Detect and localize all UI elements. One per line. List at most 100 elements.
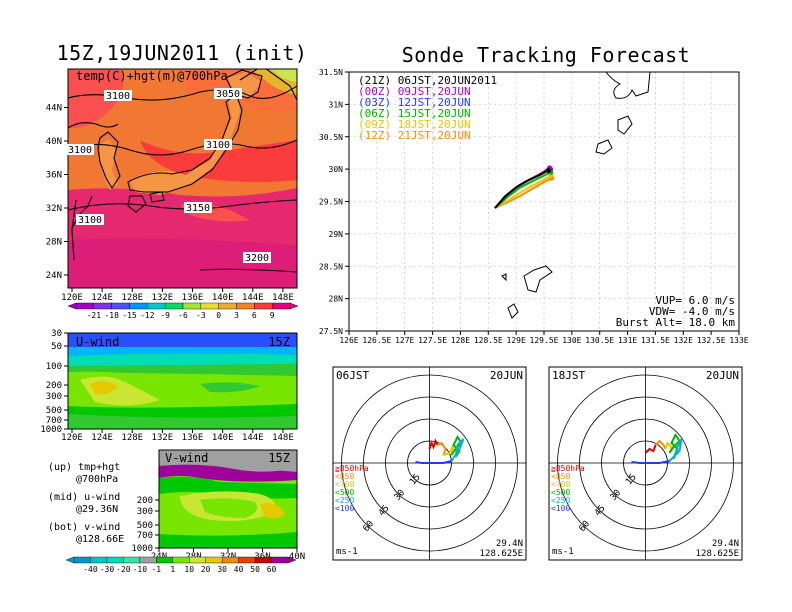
contour-label: 3200 [245,253,269,264]
x-tick-label: 124E [91,293,113,303]
hodograph-trace [415,460,452,464]
colorbar-tick-label: -18 [104,311,119,320]
x-tick-label: 128E [121,293,143,303]
contour-label-bg [214,88,242,99]
y-tick-label: 200 [137,496,153,506]
x-tick-label: 140E [212,433,234,443]
colorbar-swatch [123,556,141,564]
hodograph-trace [437,441,447,456]
colorbar-tick-label: -20 [116,565,131,574]
contour-label-bg [76,214,104,225]
hodograph-lat: 29.4N [496,539,523,549]
colorbar-tick-label: 1 [170,565,175,574]
y-tick-label: 50 [51,342,62,352]
top-panel-label: temp(C)+hgt(m)@700hPa [76,69,228,83]
x-tick-label: 148E [272,433,294,443]
colorbar-tick-label: 10 [184,565,194,574]
stat-vdw: VDW= -4.0 m/s [649,305,735,318]
y-tick-label: 44N [46,104,62,114]
u-wind-section [68,333,297,429]
colorbar-swatch [73,556,91,564]
y-tick-label: 1000 [40,425,62,435]
contour-label: 3100 [68,145,92,156]
colorbar-tick-label: -12 [140,311,155,320]
pressure-legend-item: <250 [551,496,570,505]
x-tick-label: 126.5E [362,336,391,345]
y-tick-label: 28N [329,295,344,304]
panel-notes: (up) tmp+hgt @700hPa (mid) u-wind @29.36… [48,462,124,545]
colorbar-tick-label: -30 [100,565,115,574]
x-tick-label: 136E [182,433,204,443]
x-tick-label: 120E [61,293,83,303]
x-tick-label: 144E [242,293,264,303]
colorbar-swatch [90,556,108,564]
hodograph-trace [654,439,667,450]
hodograph-lon: 128.625E [480,549,523,559]
track-legend: (21Z) 06JST,20JUN2011(00Z) 09JST,20JUN(0… [358,74,497,142]
colorbar-swatch [271,302,291,310]
colorbar-swatch [182,302,202,310]
top-map-axes: 120E 124E 128E 132E 136E 140E 144E 148E 24N 28N 32… [46,104,294,304]
v-wind-time: 15Z [268,451,290,465]
pressure-legend-item: <500 [551,488,570,497]
x-tick-label: 132E [152,433,174,443]
x-tick-label: 129E [507,336,526,345]
pressure-legend-item: <500 [335,488,354,497]
y-tick-label: 30 [51,329,62,339]
x-tick-label: 128E [451,336,470,345]
colorbar-swatch [106,556,124,564]
y-tick-label: 29.5N [319,198,343,207]
colorbar-swatch [156,556,173,564]
colorbar-tick-label: -21 [87,311,102,320]
track-axes: 126E 126.5E 127E 127.5E 128E 128.5E 129E 129.5E… [319,68,749,345]
note-up-level: @700hPa [76,474,118,485]
x-tick-label: 131.5E [641,336,670,345]
y-tick-label: 31.5N [319,68,343,77]
colorbar-swatch [93,302,112,310]
colorbar-tick-label: 6 [252,311,257,320]
x-tick-label: 128E [121,433,143,443]
x-tick-label: 140E [212,293,234,303]
contour-label: 3100 [206,140,230,151]
pressure-legend-item: <850 [335,472,354,481]
x-tick-label: 144E [242,433,264,443]
contour-label-bg [184,202,212,213]
x-tick-label: 132.5E [697,336,726,345]
colorbar-swatch [189,556,206,564]
y-tick-label: 30N [329,165,344,174]
x-tick-label: 136E [182,293,204,303]
hodograph-trace [450,435,463,458]
colorbar-swatch [164,302,184,310]
hodograph-trace [443,444,455,456]
y-tick-label: 300 [46,392,62,402]
height-contour-labels: 3100 3050 3100 3100 3100 3150 3200 [66,88,271,264]
colorbar-tick-label: -15 [122,311,137,320]
v-wind-section [159,450,297,548]
x-tick-label: 132E [152,293,174,303]
colorbar-wind: -40 -30 -20 -10 -1 1 10 20 30 40 50 60 [65,556,297,574]
colorbar-tick-label: -10 [133,565,148,574]
x-tick-label: 127E [395,336,414,345]
colorbar-tick-label: -1 [151,565,161,574]
colorbar-arrow-left [65,556,75,564]
y-tick-label: 30.5N [319,133,343,142]
y-tick-label: 500 [46,406,62,416]
colorbar-swatch [172,556,190,564]
hodograph-time: 06JST [336,369,369,382]
colorbar-swatch [236,302,255,310]
track-line [494,177,553,209]
track-line [494,174,552,209]
colorbar-swatch [139,556,157,564]
colorbar-swatch [218,302,237,310]
hodograph-trace [644,444,657,454]
hodograph-date: 20JUN [706,369,739,382]
y-tick-label: 31N [329,100,344,109]
track-legend-item: (09Z) 18JST,20JUN [358,118,471,131]
colorbar-swatch [200,302,219,310]
colorbar-tick-label: -3 [196,311,206,320]
pressure-legend-item: ≧850hPa [335,464,369,473]
y-tick-label: 100 [46,362,62,372]
x-tick-label: 120E [61,433,83,443]
